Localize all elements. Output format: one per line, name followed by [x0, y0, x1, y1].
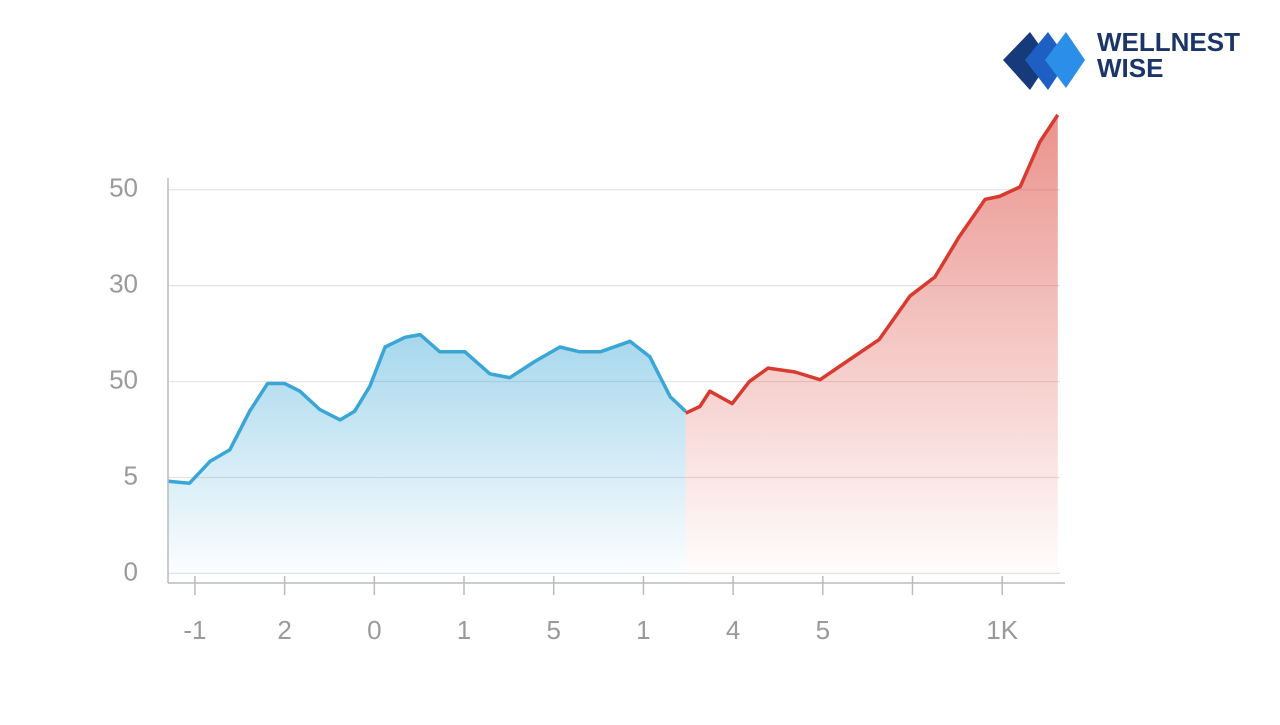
line — [167, 332, 687, 485]
x-tick-label: 1 — [636, 615, 650, 645]
logo: WELLNEST WISE — [1003, 27, 1240, 90]
x-tick-label: 2 — [277, 615, 291, 645]
brand-line2: WISE — [1097, 53, 1163, 83]
x-tick-label: 0 — [367, 615, 381, 645]
y-tick-label: 30 — [109, 269, 138, 299]
y-tick-label: 50 — [109, 364, 138, 394]
brand-line1: WELLNEST — [1097, 27, 1240, 57]
x-tick-label: 4 — [726, 615, 740, 645]
x-tick-label: 1 — [457, 615, 471, 645]
line — [684, 113, 1060, 415]
x-tick-label: 5 — [546, 615, 560, 645]
x-tick-label: 5 — [816, 615, 830, 645]
y-tick-label: 5 — [124, 460, 138, 490]
area — [168, 334, 686, 583]
x-tick-label: 1K — [986, 615, 1018, 645]
y-tick-label: 50 — [109, 173, 138, 203]
x-tick-label: -1 — [183, 615, 206, 645]
y-tick-label: 0 — [124, 556, 138, 586]
area — [685, 114, 1058, 584]
